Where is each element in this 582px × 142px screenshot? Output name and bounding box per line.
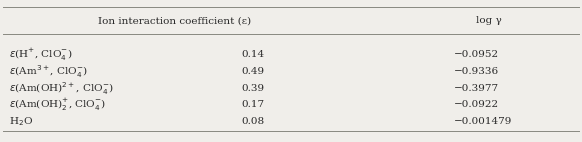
Text: H$_{2}$O: H$_{2}$O: [9, 115, 33, 128]
Text: 0.17: 0.17: [242, 100, 265, 109]
Text: log γ: log γ: [476, 16, 502, 25]
Text: 0.39: 0.39: [242, 84, 265, 93]
Text: −0.001479: −0.001479: [454, 117, 512, 126]
Text: $\varepsilon$(Am(OH)$_{2}^{+}$, ClO$_{4}^{-}$): $\varepsilon$(Am(OH)$_{2}^{+}$, ClO$_{4}…: [9, 97, 106, 113]
Text: −0.0952: −0.0952: [454, 50, 499, 59]
Text: $\varepsilon$(H$^{+}$, ClO$_{4}^{-}$): $\varepsilon$(H$^{+}$, ClO$_{4}^{-}$): [9, 47, 72, 63]
Text: −0.9336: −0.9336: [454, 67, 499, 76]
Text: 0.14: 0.14: [242, 50, 265, 59]
Text: −0.3977: −0.3977: [454, 84, 499, 93]
Text: Ion interaction coefficient (ε): Ion interaction coefficient (ε): [98, 16, 251, 25]
Text: 0.08: 0.08: [242, 117, 265, 126]
Text: 0.49: 0.49: [242, 67, 265, 76]
Text: −0.0922: −0.0922: [454, 100, 499, 109]
Text: $\varepsilon$(Am(OH)$^{2+}$, ClO$_{4}^{-}$): $\varepsilon$(Am(OH)$^{2+}$, ClO$_{4}^{-…: [9, 80, 113, 97]
Text: $\varepsilon$(Am$^{3+}$, ClO$_{4}^{-}$): $\varepsilon$(Am$^{3+}$, ClO$_{4}^{-}$): [9, 63, 88, 80]
